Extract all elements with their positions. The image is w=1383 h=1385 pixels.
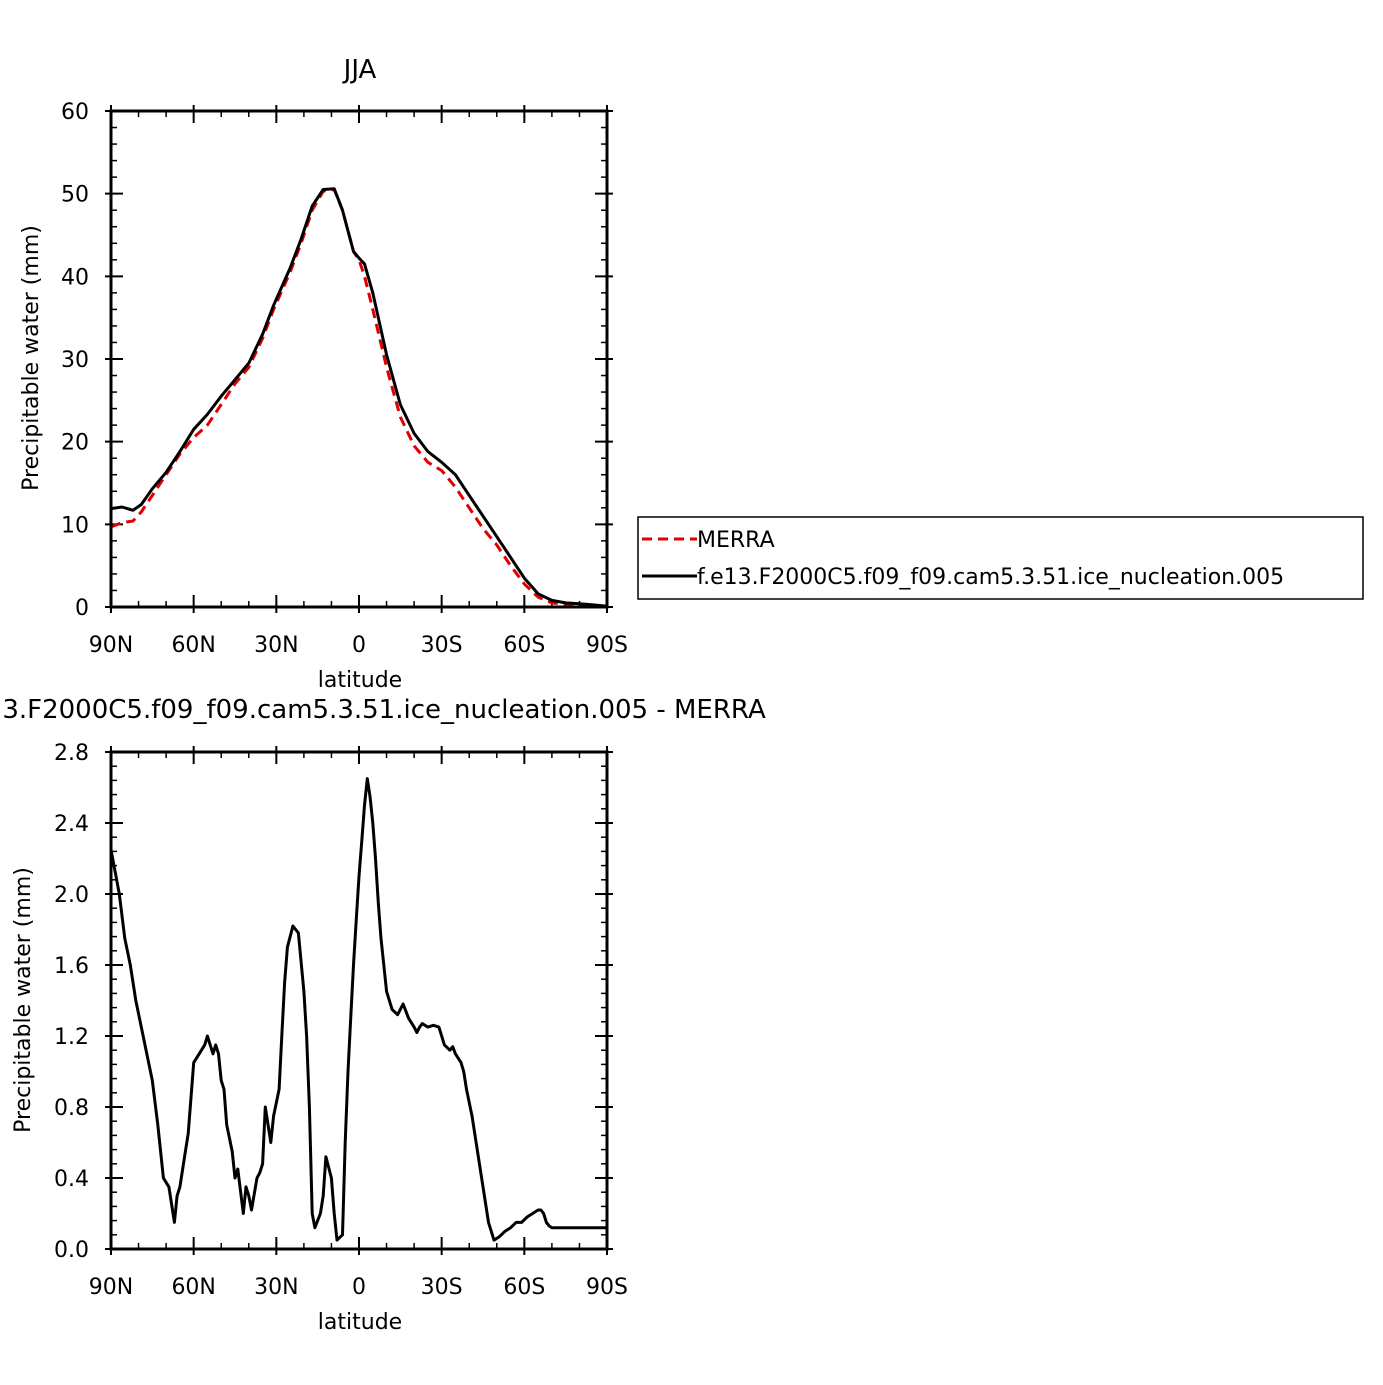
bottom-y-tick-label: 0.8 — [54, 1096, 89, 1121]
top-y-axis-title: Precipitable water (mm) — [19, 225, 44, 491]
top-y-tick-label: 30 — [61, 348, 89, 373]
bottom-x-tick-label: 60N — [171, 1275, 215, 1300]
bottom-y-tick-label: 2.0 — [54, 883, 89, 908]
top-plot-title: JJA — [342, 55, 377, 85]
bottom-series-lines — [109, 777, 607, 1242]
legend-label-model: f.e13.F2000C5.f09_f09.cam5.3.51.ice_nucl… — [697, 565, 1284, 590]
panel-difference: f.e13.F2000C5.f09_f09.cam5.3.51.ice_nucl… — [0, 695, 766, 1335]
bottom-x-tick-label: 90S — [586, 1275, 628, 1300]
bottom-x-tick-label: 30N — [254, 1275, 298, 1300]
top-x-tick-label: 60N — [171, 633, 215, 658]
top-y-tick-label: 20 — [61, 431, 89, 456]
bottom-plot-frame — [109, 750, 609, 1251]
top-x-tick-label: 30N — [254, 633, 298, 658]
bottom-plot-title: f.e13.F2000C5.f09_f09.cam5.3.51.ice_nucl… — [0, 695, 766, 725]
top-series-line-0 — [110, 188, 608, 608]
top-plot-frame — [109, 109, 609, 609]
bottom-y-axis-title: Precipitable water (mm) — [11, 867, 36, 1133]
bottom-y-tick-label: 2.4 — [54, 812, 89, 837]
top-y-tick-label: 0 — [75, 596, 89, 621]
bottom-y-tick-label: 2.8 — [54, 741, 89, 766]
bottom-y-tick-label: 0.0 — [54, 1238, 89, 1263]
panel-mean-precipitable-water: JJA Precipitable water (mm) latitude 90N… — [19, 55, 628, 693]
top-series-lines — [110, 187, 608, 608]
bottom-x-axis-title: latitude — [318, 1310, 402, 1335]
top-x-axis-title: latitude — [318, 668, 402, 693]
legend-box — [637, 516, 1364, 600]
top-x-tick-label: 60S — [503, 633, 545, 658]
top-x-tick-label: 90S — [586, 633, 628, 658]
bottom-series-line-0 — [109, 777, 607, 1242]
bottom-x-tick-label: 90N — [89, 1275, 133, 1300]
legend-label-merra: MERRA — [697, 528, 775, 553]
bottom-x-tick-label: 60S — [503, 1275, 545, 1300]
top-y-tick-label: 40 — [61, 265, 89, 290]
bottom-x-tick-label: 0 — [352, 1275, 366, 1300]
top-x-tick-label: 90N — [89, 633, 133, 658]
top-y-tick-label: 60 — [61, 100, 89, 125]
top-x-tick-label: 0 — [352, 633, 366, 658]
bottom-y-tick-label: 1.2 — [54, 1025, 89, 1050]
top-y-tick-label: 50 — [61, 183, 89, 208]
bottom-x-tick-label: 30S — [421, 1275, 463, 1300]
bottom-y-tick-label: 0.4 — [54, 1167, 89, 1192]
top-x-tick-label: 30S — [421, 633, 463, 658]
top-series-line-1 — [110, 187, 608, 608]
top-axis-ticks: 90N 60N 30N 0 30S 60S 90S 0 10 20 30 40 50 60 — [61, 100, 628, 658]
legend: MERRA f.e13.F2000C5.f09_f09.cam5.3.51.ic… — [637, 516, 1364, 600]
top-y-tick-label: 10 — [61, 513, 89, 538]
bottom-y-tick-label: 1.6 — [54, 954, 89, 979]
